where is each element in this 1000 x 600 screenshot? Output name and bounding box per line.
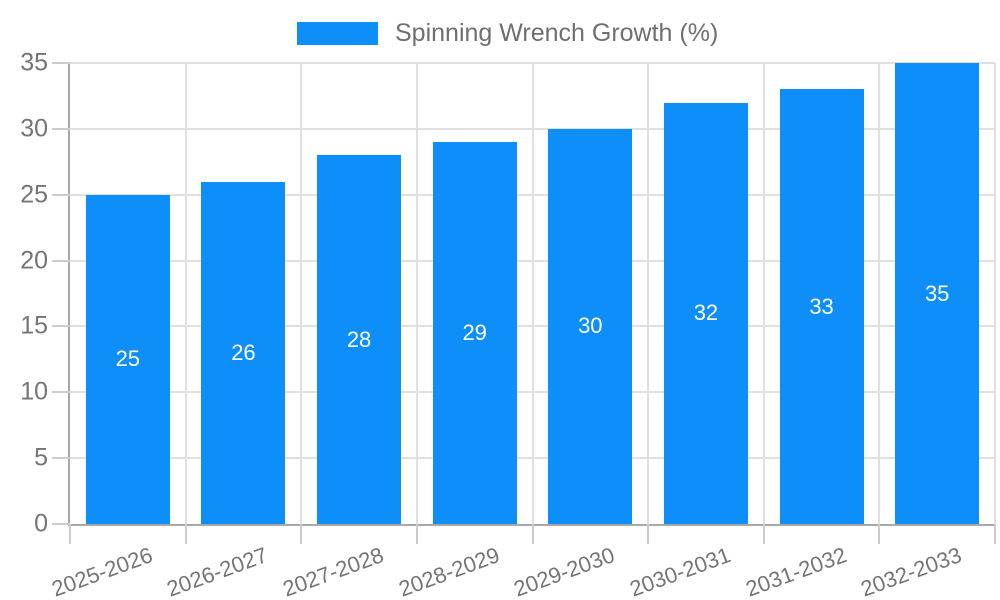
y-axis-tick: [52, 62, 70, 64]
bar-2025-2026[interactable]: 25: [85, 194, 170, 524]
x-axis-label: 2028-2029: [395, 542, 503, 600]
y-axis-label: 30: [20, 114, 48, 143]
y-axis-label: 0: [34, 509, 48, 538]
x-gridline: [762, 63, 765, 524]
x-axis-tick: [300, 524, 303, 544]
y-axis-label: 10: [20, 377, 48, 406]
x-gridline: [994, 63, 996, 524]
y-axis-tick: [52, 127, 70, 130]
y-axis-tick: [52, 391, 70, 394]
legend-label: Spinning Wrench Growth (%): [395, 19, 719, 47]
x-axis-tick: [994, 524, 996, 544]
bar-2030-2031[interactable]: 32: [663, 102, 748, 524]
x-gridline: [647, 63, 650, 524]
y-axis-tick: [52, 457, 70, 460]
x-axis-tick: [647, 524, 650, 544]
y-axis-label: 25: [20, 180, 48, 209]
x-gridline: [531, 63, 534, 524]
plot-area: 0 5 10 15 20 25 30 35 25 26 28 29 30 32 33 35 2025-2026 2…: [20, 50, 996, 600]
x-gridline: [878, 63, 881, 524]
x-axis-label: 2029-2030: [510, 542, 619, 600]
x-axis-label: 2031-2032: [742, 542, 850, 600]
bar-value-label: 28: [346, 326, 372, 352]
x-axis-tick: [69, 524, 71, 544]
y-axis-label: 20: [20, 246, 48, 275]
x-axis-tick: [531, 524, 534, 544]
y-axis-label: 15: [20, 311, 48, 340]
y-axis-label: 35: [20, 48, 48, 77]
x-axis-tick: [415, 524, 418, 544]
x-gridline: [415, 63, 418, 524]
bar-2032-2033[interactable]: 35: [895, 63, 980, 524]
y-axis-tick: [52, 193, 70, 196]
chart-legend[interactable]: Spinning Wrench Growth (%): [297, 19, 718, 48]
x-axis-label: 2027-2028: [279, 542, 387, 600]
y-axis-tick: [52, 523, 70, 525]
bar-value-label: 26: [231, 339, 256, 365]
x-axis-label: 2025-2026: [48, 542, 156, 600]
bar-2031-2032[interactable]: 33: [779, 89, 864, 524]
x-axis-label: 2030-2031: [626, 542, 734, 600]
bar-2029-2030[interactable]: 30: [548, 128, 633, 524]
y-axis-tick: [52, 259, 70, 262]
bar-value-label: 35: [924, 280, 950, 306]
bar-2028-2029[interactable]: 29: [432, 142, 517, 524]
y-axis-tick: [52, 325, 70, 328]
x-gridline: [184, 63, 187, 524]
bar-value-label: 30: [578, 313, 603, 339]
bar-value-label: 32: [693, 300, 719, 326]
y-axis-label: 5: [34, 443, 48, 472]
legend-swatch-icon: [297, 22, 378, 45]
bar-value-label: 33: [809, 293, 834, 319]
x-axis-label: 2026-2027: [163, 542, 272, 600]
x-axis-tick: [878, 524, 881, 544]
x-axis-label: 2032-2033: [857, 542, 966, 600]
x-axis-tick: [762, 524, 765, 544]
x-axis-tick: [184, 524, 187, 544]
bar-2027-2028[interactable]: 28: [317, 155, 402, 524]
x-gridline: [300, 63, 303, 524]
bar-value-label: 29: [462, 320, 487, 346]
bar-2026-2027[interactable]: 26: [201, 181, 286, 524]
bar-value-label: 25: [115, 346, 141, 372]
